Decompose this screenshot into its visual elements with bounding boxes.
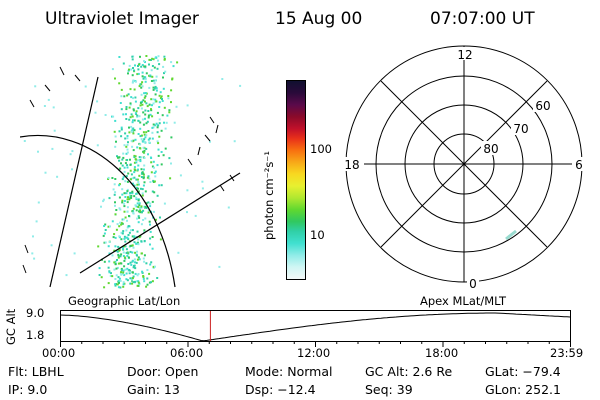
lat-label-70: 70 (513, 122, 528, 136)
filter-info: Flt: LBHL (8, 364, 64, 379)
aurora-trace (505, 229, 517, 241)
mlt-label-6: 6 (575, 158, 583, 172)
polar-mlt-plot: 12 18 6 0 60 70 80 (342, 45, 586, 290)
x-tick-2359: 23:59 (550, 346, 584, 360)
geographic-image-panel (20, 55, 242, 289)
glon-info: GLon: 252.1 (485, 382, 561, 397)
apex-label: Apex MLat/MLT (420, 294, 507, 308)
x-tick-0600: 06:00 (170, 346, 204, 360)
latitude-arc (20, 135, 176, 288)
altitude-timeline-plot (60, 310, 571, 347)
colorbar-unit-label: photon cm⁻²s⁻¹ (262, 151, 276, 240)
timeline-y-tick-high: 9.0 (26, 306, 45, 320)
timeline-y-tick-low: 1.8 (26, 328, 45, 342)
seq-info: Seq: 39 (365, 382, 413, 397)
gain-info: Gain: 13 (127, 382, 180, 397)
timeline-frame (60, 310, 571, 342)
ip-info: IP: 9.0 (8, 382, 48, 397)
timeline-y-label: GC Alt (4, 308, 18, 345)
timeline-x-ticks (60, 341, 571, 347)
x-tick-1200: 12:00 (297, 346, 331, 360)
colorbar-tick-10: 10 (310, 228, 325, 242)
mlt-label-0: 0 (469, 277, 477, 290)
lat-label-80: 80 (483, 142, 498, 156)
geographic-label: Geographic Lat/Lon (68, 294, 181, 308)
longitude-line-right (79, 172, 241, 274)
colorbar (286, 80, 306, 280)
x-tick-1800: 18:00 (425, 346, 459, 360)
mlt-label-18: 18 (344, 158, 359, 172)
instrument-title: Ultraviolet Imager (45, 9, 199, 29)
aurora-speckles (23, 55, 242, 289)
x-tick-0000: 00:00 (42, 346, 76, 360)
gc-alt-info: GC Alt: 2.6 Re (365, 364, 453, 379)
mlt-label-12: 12 (457, 48, 472, 62)
altitude-curve (60, 312, 571, 342)
longitude-line-left (49, 76, 99, 288)
dsp-info: Dsp: −12.4 (245, 382, 316, 397)
date-label: 15 Aug 00 (275, 9, 363, 29)
glat-info: GLat: −79.4 (485, 364, 561, 379)
mode-info: Mode: Normal (245, 364, 333, 379)
edge-ticks (22, 66, 235, 274)
time-label: 07:07:00 UT (430, 9, 535, 29)
diagonal-line-2 (380, 80, 548, 248)
lat-label-60: 60 (535, 99, 550, 113)
door-info: Door: Open (127, 364, 199, 379)
colorbar-tick-100: 100 (310, 142, 332, 156)
